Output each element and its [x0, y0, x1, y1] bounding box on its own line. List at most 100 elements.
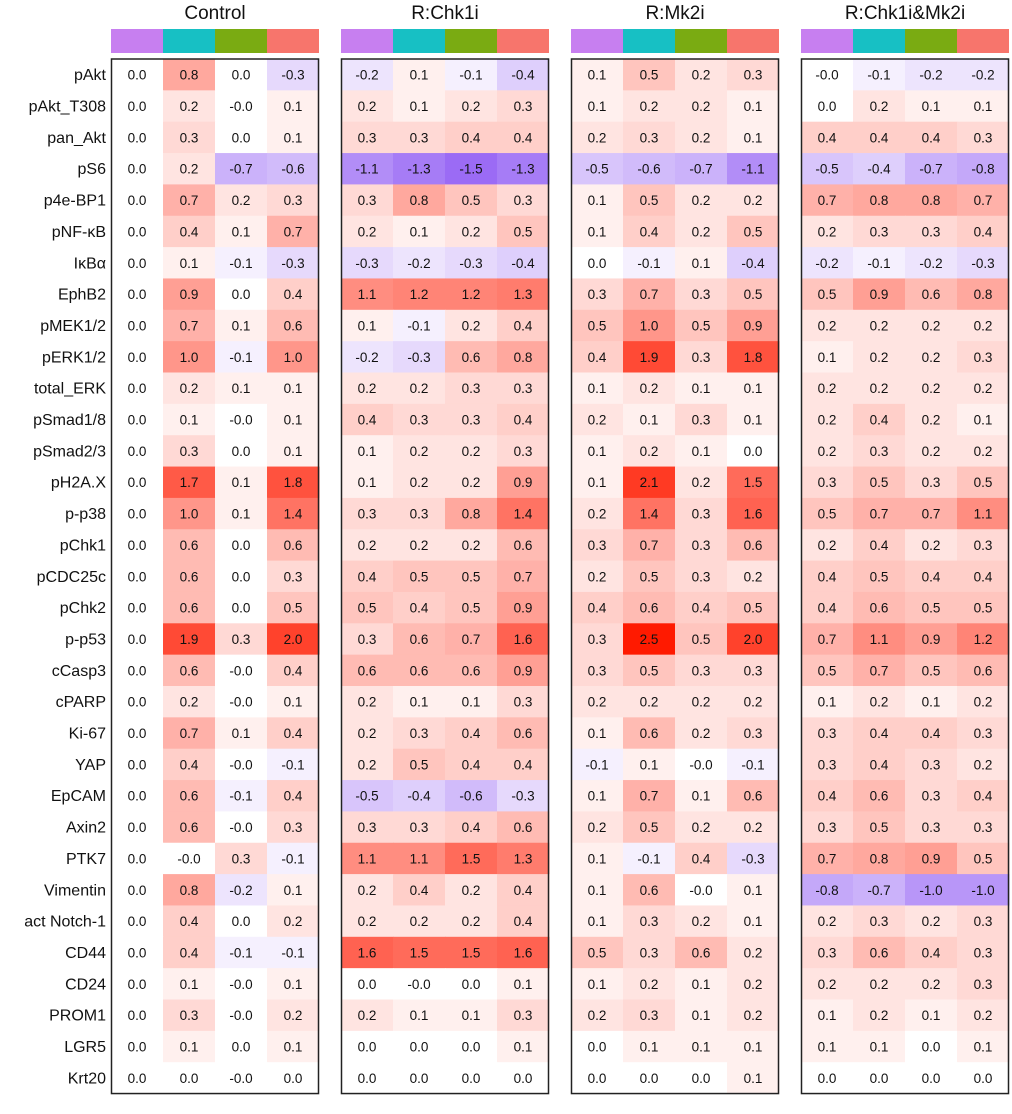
heatmap-cell [393, 215, 446, 248]
heatmap-cell [497, 717, 550, 750]
heatmap-cell [341, 90, 394, 123]
heatmap-cell [393, 1030, 446, 1063]
heatmap-cell [341, 780, 394, 812]
cell-value-label: 0.1 [284, 977, 303, 992]
heatmap-cell [445, 591, 498, 624]
cell-value-label: 0.1 [818, 695, 837, 710]
cell-value-label: 0.6 [514, 538, 533, 553]
heatmap-cell [163, 529, 216, 562]
heatmap-cell [727, 466, 780, 499]
heatmap-cell [497, 372, 550, 405]
cell-value-label: 0.7 [180, 318, 199, 333]
cell-value-label: -0.0 [229, 1008, 252, 1023]
condition-color-bar-segment [853, 29, 905, 53]
heatmap-cell [801, 435, 854, 468]
cell-value-label: 0.1 [692, 444, 711, 459]
cell-value-label: 0.2 [692, 224, 711, 239]
cell-value-label: -0.1 [585, 757, 608, 772]
heatmap-cell [905, 1062, 958, 1095]
heatmap-cell [957, 278, 1010, 311]
cell-value-label: 0.3 [692, 507, 711, 522]
heatmap-cell [111, 153, 164, 185]
row-label: cCasp3 [52, 663, 106, 680]
heatmap-cell [341, 372, 394, 405]
cell-value-label: 0.3 [974, 726, 993, 741]
panel-border [800, 58, 1010, 1095]
heatmap-cell [111, 529, 164, 562]
cell-value-label: 1.9 [180, 632, 199, 647]
cell-value-label: 0.1 [588, 444, 607, 459]
cell-value-label: 0.4 [974, 569, 993, 584]
heatmap-cell [675, 999, 728, 1032]
heatmap-cell [675, 497, 728, 530]
cell-value-label: 0.2 [462, 475, 481, 490]
cell-value-label: 0.5 [640, 68, 659, 83]
cell-value-label: -0.1 [459, 68, 482, 83]
cell-value-label: -0.5 [585, 162, 608, 177]
cell-value-label: 0.4 [514, 914, 533, 929]
heatmap-cell [623, 121, 676, 154]
heatmap-cell [267, 686, 320, 718]
heatmap-cell [727, 1062, 780, 1095]
heatmap-cell [905, 215, 958, 248]
heatmap-cell [497, 247, 550, 279]
heatmap-cell [957, 529, 1010, 562]
cell-value-label: 0.2 [640, 444, 659, 459]
heatmap-cell [215, 842, 268, 875]
heatmap-cell [393, 842, 446, 875]
heatmap-cell [393, 874, 446, 906]
heatmap-cell [675, 560, 728, 593]
cell-value-label: 1.9 [640, 350, 659, 365]
row-label: YAP [75, 757, 106, 774]
heatmap-cell [801, 153, 854, 185]
heatmap-cell [215, 90, 268, 123]
heatmap-cell [163, 999, 216, 1032]
heatmap-cell [215, 466, 268, 499]
heatmap-cell [111, 623, 164, 656]
heatmap-cell [957, 215, 1010, 248]
row-label: CD44 [65, 945, 106, 962]
heatmap-cell [111, 748, 164, 781]
heatmap-cell [571, 686, 624, 718]
heatmap-cell [957, 1062, 1010, 1095]
heatmap-cell [675, 968, 728, 1000]
heatmap-cell [801, 90, 854, 123]
heatmap-cell [267, 529, 320, 562]
heatmap-cell [957, 999, 1010, 1032]
heatmap-cell [215, 560, 268, 593]
cell-value-label: 0.6 [410, 632, 429, 647]
cell-value-label: 0.3 [514, 193, 533, 208]
cell-value-label: 0.2 [462, 99, 481, 114]
heatmap-cell [341, 842, 394, 875]
heatmap-cell [853, 403, 906, 436]
heatmap-cell [801, 654, 854, 687]
cell-value-label: 0.0 [358, 977, 377, 992]
heatmap-cell [853, 153, 906, 185]
heatmap-cell [497, 435, 550, 468]
heatmap-cell [571, 529, 624, 562]
heatmap-cell [853, 215, 906, 248]
cell-value-label: 0.7 [514, 569, 533, 584]
heatmap-cell [267, 936, 320, 969]
cell-value-label: 0.4 [462, 757, 481, 772]
heatmap-cell [445, 435, 498, 468]
condition-color-bar-segment [111, 29, 163, 53]
heatmap-cell [111, 780, 164, 812]
heatmap-cell [163, 309, 216, 342]
cell-value-label: 0.0 [232, 287, 251, 302]
heatmap-cell [445, 968, 498, 1000]
cell-value-label: 0.7 [818, 632, 837, 647]
cell-value-label: 0.1 [410, 695, 429, 710]
heatmap-cell [267, 780, 320, 812]
cell-value-label: 0.3 [180, 444, 199, 459]
heatmap-cell [905, 748, 958, 781]
heatmap-cell [267, 435, 320, 468]
cell-value-label: 0.1 [588, 68, 607, 83]
heatmap-cell [267, 748, 320, 781]
heatmap-cell [571, 1030, 624, 1063]
cell-value-label: 0.1 [232, 318, 251, 333]
heatmap-cell [267, 842, 320, 875]
heatmap-cell [853, 59, 906, 91]
heatmap-cell [393, 686, 446, 718]
heatmap-cell [341, 309, 394, 342]
